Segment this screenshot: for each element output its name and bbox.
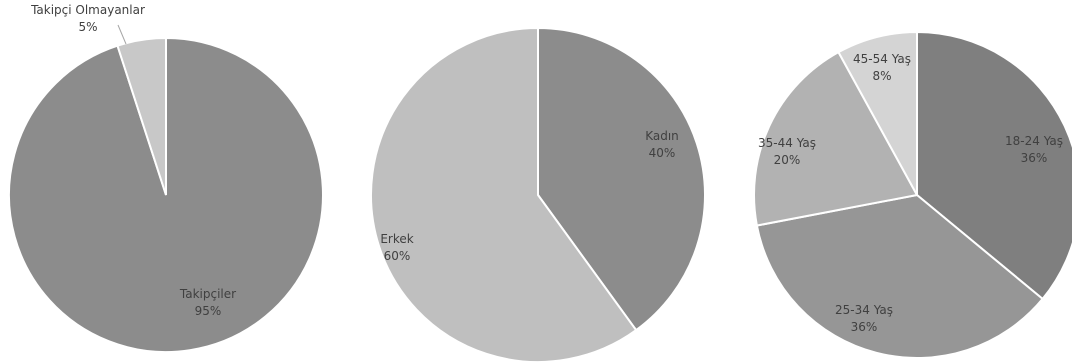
- slice-label-erkek: Erkek: [380, 232, 413, 246]
- pie-slice-25-34-yas: [755, 193, 1044, 359]
- slice-value-45-54-yas: 8%: [872, 69, 891, 83]
- pie-slice-takipci-olmayanlar: [116, 36, 167, 196]
- slice-value-kadin: 40%: [649, 146, 676, 160]
- slice-value-takipciler: 95%: [195, 304, 222, 318]
- slice-label-18-24-yas: 18-24 Yaş: [1005, 134, 1063, 148]
- slice-label-takipci-olmayanlar: Takipçi Olmayanlar: [30, 3, 145, 17]
- pie-slice-18-24-yas: [916, 30, 1072, 301]
- slice-value-erkek: 60%: [384, 249, 411, 263]
- age-pie-chart: 18-24 Yaş 36% 25-34 Yaş 36% 35-44 Yaş 20% 45-5…: [753, 30, 1072, 359]
- pie-slice-45-54-yas: [837, 30, 918, 196]
- pie-slice-erkek: [370, 26, 638, 362]
- slice-label-kadin: Kadın: [645, 129, 679, 143]
- slice-label-takipciler: Takipçiler: [179, 287, 236, 301]
- slice-label-25-34-yas: 25-34 Yaş: [835, 303, 893, 317]
- pie-slice-kadin: [537, 26, 706, 332]
- gender-pie-chart: Kadın 40% Erkek 60%: [370, 26, 706, 362]
- slice-value-35-44-yas: 20%: [774, 153, 801, 167]
- slice-value-takipci-olmayanlar: 5%: [78, 20, 97, 34]
- followers-pie-chart: Takipçiler 95% Takipçi Olmayanlar 5%: [7, 3, 324, 353]
- label-leader-line: [117, 24, 127, 45]
- slice-label-35-44-yas: 35-44 Yaş: [758, 136, 816, 150]
- slice-value-25-34-yas: 36%: [851, 320, 878, 334]
- slice-label-45-54-yas: 45-54 Yaş: [853, 52, 911, 66]
- slice-value-18-24-yas: 36%: [1021, 151, 1048, 165]
- pie-slice-35-44-yas: [753, 50, 919, 227]
